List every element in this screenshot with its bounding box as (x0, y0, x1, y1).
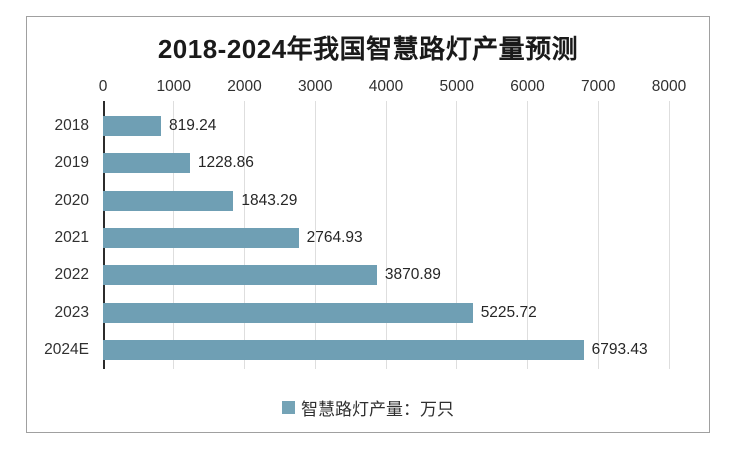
bar-row: 2023 5225.72 (27, 294, 711, 331)
x-axis-tick-label: 8000 (651, 78, 687, 95)
x-axis-tick-label: 0 (98, 78, 108, 95)
gridline (314, 101, 316, 369)
x-axis-tick-label: 2000 (227, 78, 262, 95)
value-label: 1843.29 (241, 191, 298, 209)
category-label: 2023 (54, 303, 89, 321)
bar (103, 340, 584, 361)
category-label: 2024E (44, 341, 89, 359)
category-label: 2021 (54, 228, 89, 246)
gridline (668, 101, 670, 369)
gridline (527, 101, 528, 369)
bar-row: 2018 819.24 (27, 107, 711, 144)
value-label: 5225.72 (480, 303, 537, 321)
gridline (385, 101, 387, 369)
x-axis-tick-label: 4000 (368, 78, 404, 95)
legend-marker-icon (282, 401, 295, 414)
x-axis-tick-label: 3000 (298, 78, 333, 95)
value-label: 2764.93 (306, 228, 363, 246)
bar-row: 2020 1843.29 (27, 182, 711, 219)
value-label: 6793.43 (591, 341, 648, 359)
plot-area: 2018 819.24 2019 1228.86 2020 1843.29 2021 2764… (27, 107, 711, 369)
category-label: 2019 (54, 154, 89, 172)
value-label: 1228.86 (197, 154, 254, 172)
value-label: 819.24 (169, 116, 217, 134)
x-axis-tick-label: 5000 (439, 78, 474, 95)
bar-row: 2024E 6793.43 (27, 332, 711, 369)
bar (103, 190, 234, 211)
x-axis-tick-label: 7000 (581, 78, 616, 95)
gridline (597, 101, 599, 369)
bar (103, 153, 190, 174)
bar (103, 115, 161, 136)
category-label: 2020 (54, 191, 89, 209)
legend-label: 智慧路灯产量：万只 (301, 400, 454, 419)
bar-row: 2021 2764.93 (27, 219, 711, 256)
x-axis-tick-label: 1000 (156, 78, 191, 95)
category-label: 2022 (54, 266, 89, 284)
bar (103, 265, 377, 286)
bar (103, 227, 299, 248)
chart-container: 2018-2024年我国智慧路灯产量预测 0 1000 2000 3000 4000 50… (26, 16, 710, 433)
x-axis-tick-label: 6000 (510, 78, 545, 95)
bar-row: 2019 1228.86 (27, 144, 711, 181)
legend: 智慧路灯产量：万只 (27, 395, 709, 420)
gridline (456, 101, 458, 369)
category-label: 2018 (54, 116, 89, 134)
value-label: 3870.89 (384, 266, 441, 284)
bar-row: 2022 3870.89 (27, 257, 711, 294)
chart-title: 2018-2024年我国智慧路灯产量预测 (157, 34, 579, 64)
bar (103, 302, 473, 323)
